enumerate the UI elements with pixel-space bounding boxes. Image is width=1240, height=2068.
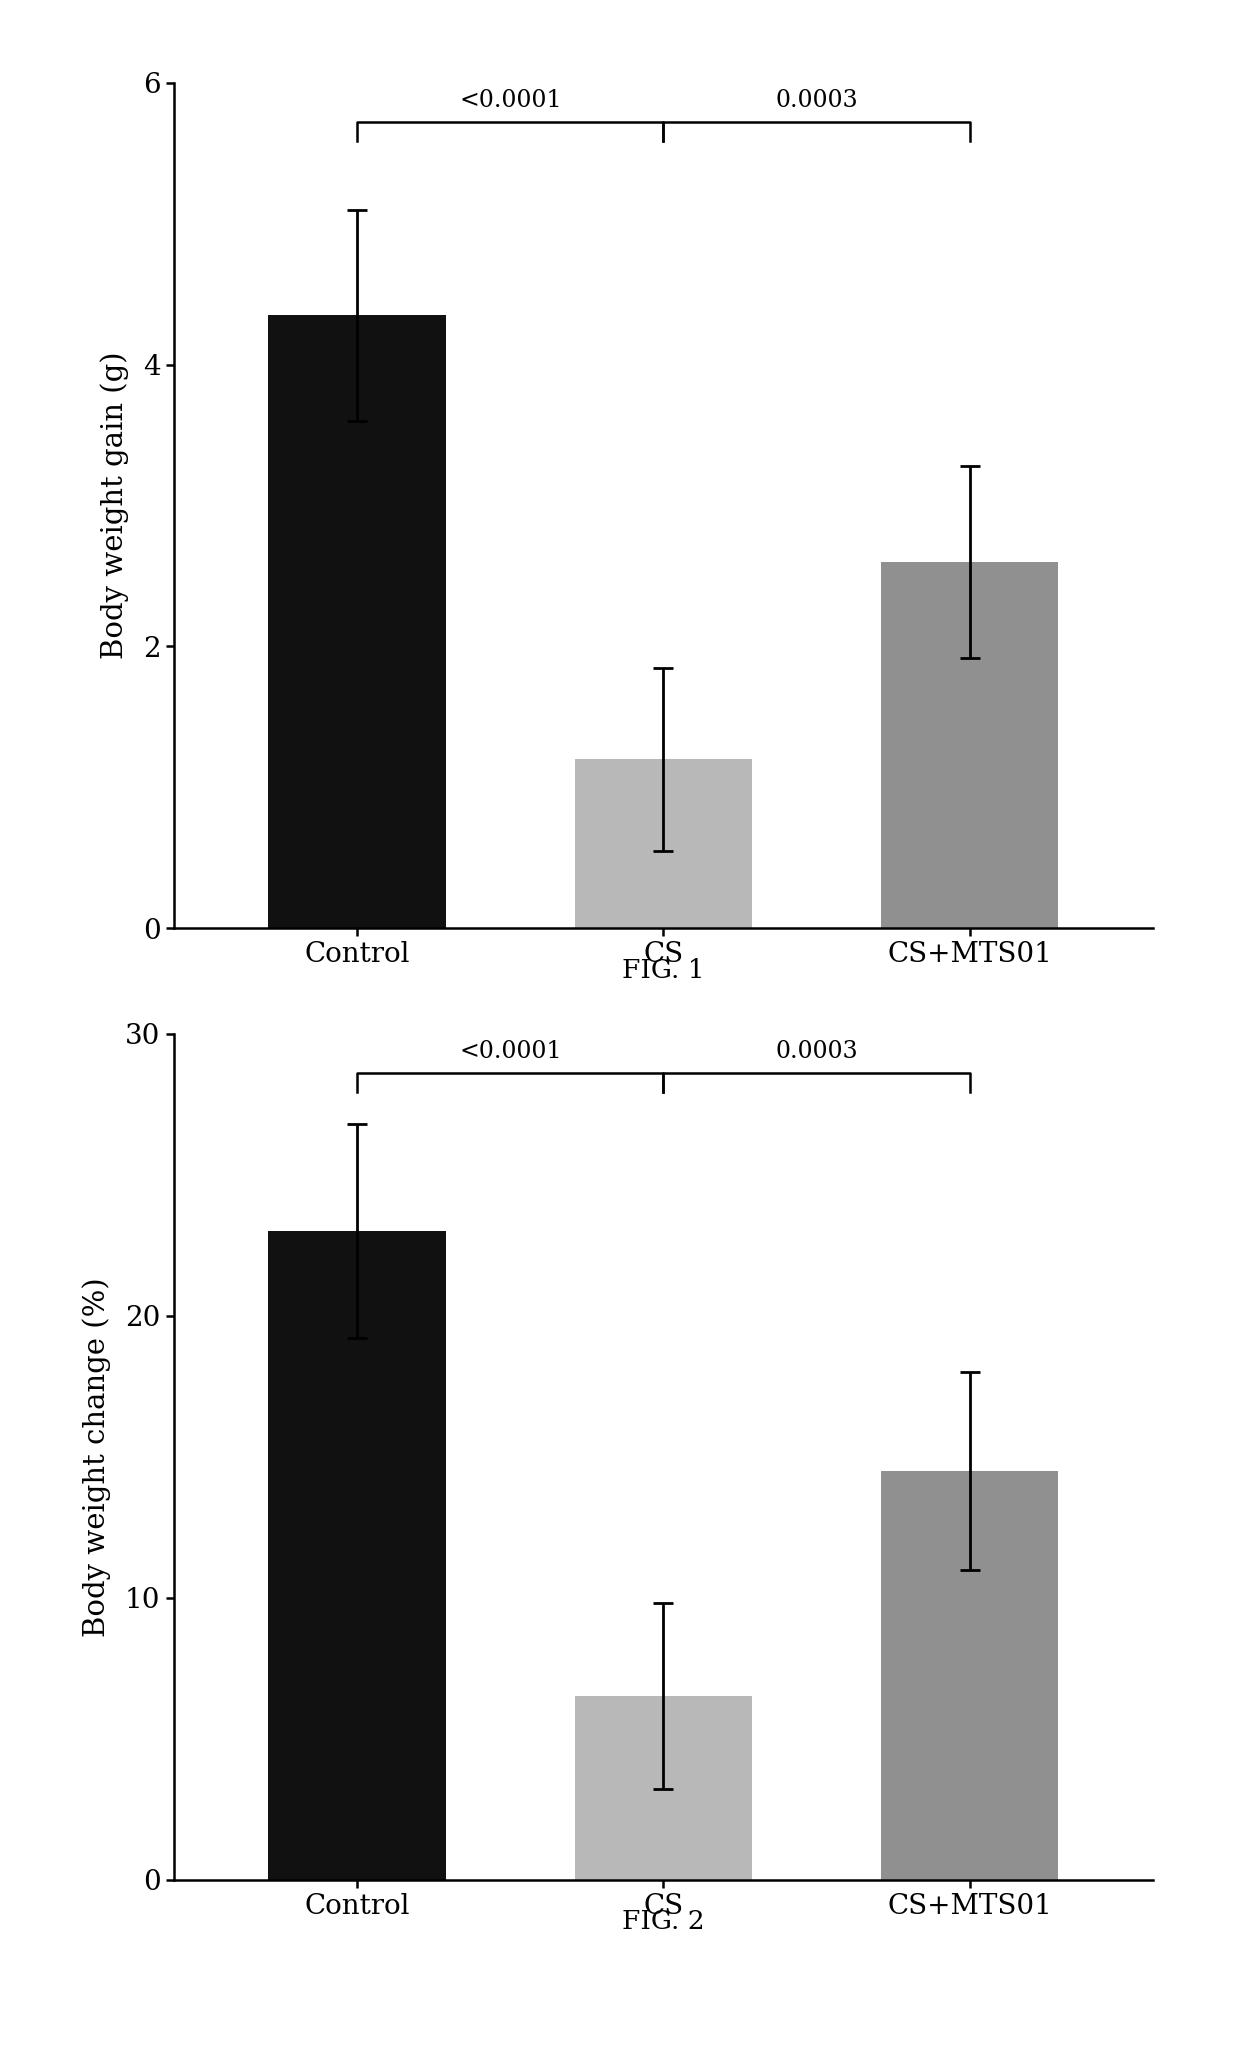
Bar (574, 1696, 753, 1880)
Text: 0.0003: 0.0003 (775, 89, 858, 112)
Text: <0.0001: <0.0001 (459, 89, 562, 112)
Text: FIG. 2: FIG. 2 (622, 1909, 704, 1934)
Bar (880, 1470, 1058, 1880)
Bar (574, 759, 753, 929)
Text: <0.0001: <0.0001 (459, 1040, 562, 1063)
Bar (880, 562, 1058, 929)
Text: FIG. 1: FIG. 1 (622, 957, 704, 982)
Bar (269, 314, 446, 929)
Bar (269, 1230, 446, 1880)
Y-axis label: Body weight gain (g): Body weight gain (g) (100, 352, 129, 660)
Y-axis label: Body weight change (%): Body weight change (%) (82, 1276, 112, 1636)
Text: 0.0003: 0.0003 (775, 1040, 858, 1063)
